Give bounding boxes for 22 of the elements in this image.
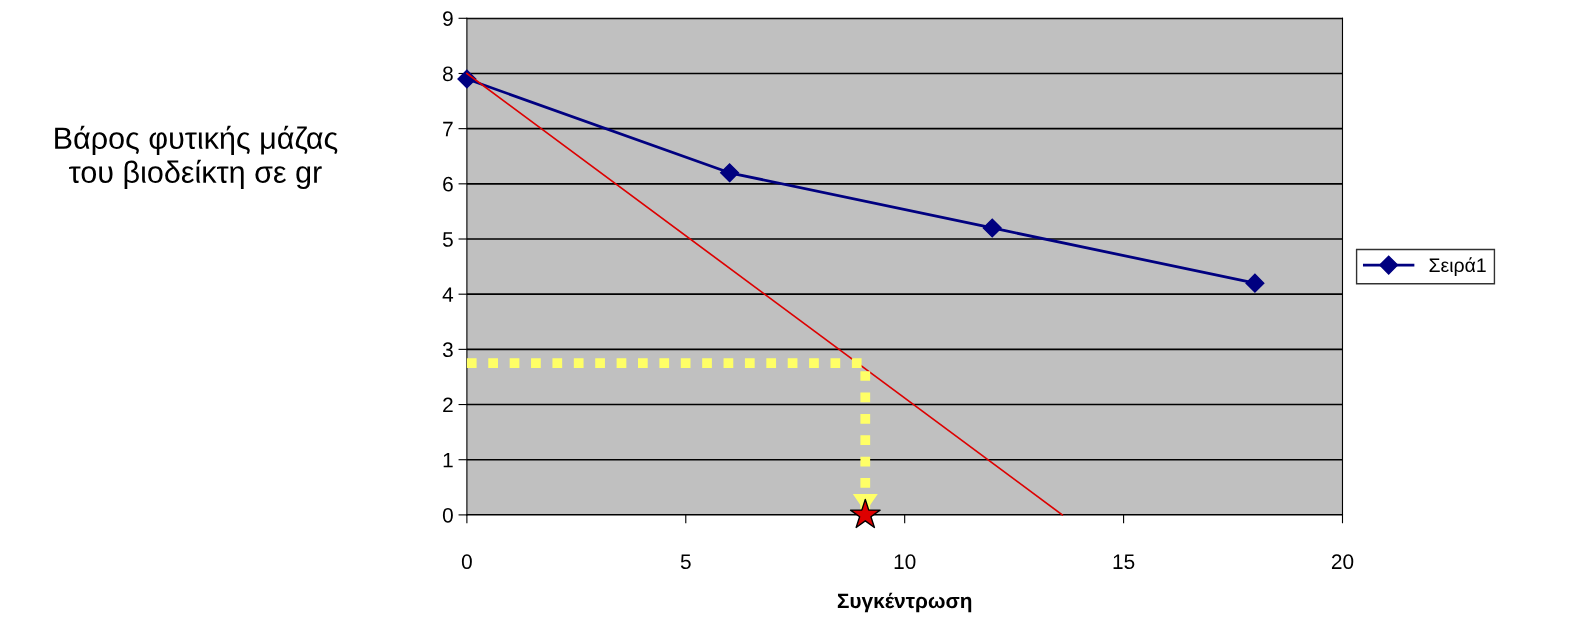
point	[982, 218, 1002, 238]
y-tick-label: 8	[443, 66, 453, 82]
y-tick-label: 5	[442, 232, 453, 247]
y-tick-label: 1	[443, 452, 453, 468]
y-tick-label: 9	[443, 11, 453, 27]
x-tick-label: 0	[461, 554, 472, 570]
point	[720, 163, 740, 183]
legend-label: Σειρά1	[1429, 257, 1486, 276]
x-axis-title: Συγκέντρωση	[837, 592, 972, 613]
x-tick-label: 15	[1113, 554, 1135, 570]
x-tick-label: 5	[680, 554, 691, 570]
y-tick-label: 6	[443, 176, 453, 192]
y-axis-title: Βάρος φυτικής μάζας του βιοδείκτη σε gr	[55, 125, 338, 190]
y-tick-label: 7	[443, 121, 453, 137]
point	[1245, 273, 1265, 293]
y-tick-label: 3	[442, 342, 453, 358]
y-tick-label: 0	[442, 507, 453, 523]
y-tick-label: 4	[442, 287, 454, 302]
point	[849, 498, 881, 529]
y-tick-label: 2	[443, 397, 453, 413]
x-tick-label: 10	[894, 554, 916, 570]
x-tick-label: 20	[1331, 554, 1354, 570]
